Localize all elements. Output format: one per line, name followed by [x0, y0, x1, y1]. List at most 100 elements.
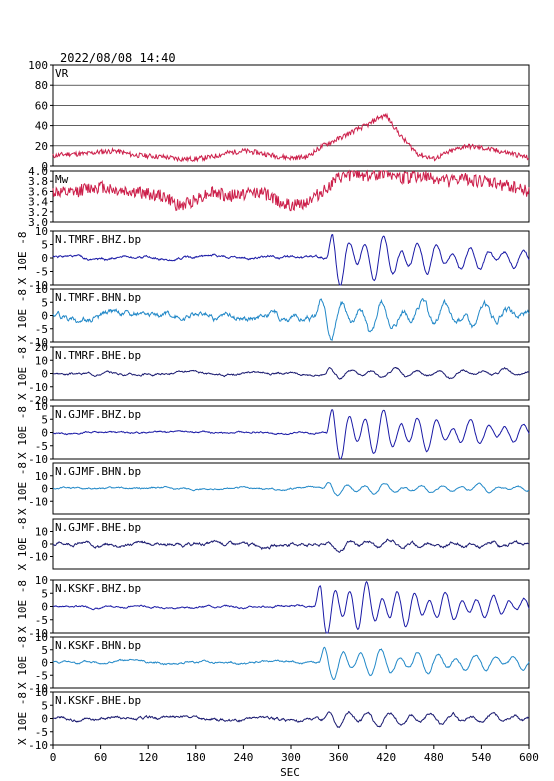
y-tick-label: -10 — [28, 381, 48, 394]
series-line — [52, 112, 530, 163]
x-axis-label: SEC — [280, 766, 300, 779]
y-tick-label: 3.0 — [28, 216, 48, 229]
series-line — [52, 710, 530, 729]
y-tick-label: 40 — [35, 120, 48, 133]
y-axis-label: X 10E -8 — [16, 692, 29, 745]
y-tick-label: 10 — [35, 526, 48, 539]
y-tick-label: 10 — [35, 574, 48, 587]
panels: 020406080100VR3.03.23.43.63.84.0Mw-10-50… — [16, 59, 530, 752]
y-tick-label: 10 — [35, 686, 48, 699]
y-axis-label: X 10E -8 — [16, 518, 29, 571]
x-tick-label: 360 — [329, 751, 349, 764]
panel-label: N.KSKF.BHZ.bp — [55, 582, 141, 595]
y-tick-label: -10 — [28, 336, 48, 349]
y-tick-label: -10 — [28, 551, 48, 564]
series-line — [52, 169, 530, 212]
y-tick-label: 3.8 — [28, 175, 48, 188]
series-line — [52, 234, 530, 286]
panel-label: N.GJMF.BHZ.bp — [55, 408, 141, 421]
y-tick-label: 4.0 — [28, 165, 48, 178]
series-line — [52, 481, 529, 497]
y-tick-label: 0 — [41, 601, 48, 614]
panel-label: N.GJMF.BHN.bp — [55, 465, 141, 478]
panel-vr: 0 20 40 60 80 100 VR — [28, 59, 530, 173]
y-tick-label: 20 — [35, 341, 48, 354]
y-tick-label: -5 — [35, 323, 48, 336]
y-tick-label: 10 — [35, 470, 48, 483]
y-tick-label: 10 — [35, 283, 48, 296]
x-tick-label: 300 — [281, 751, 301, 764]
y-axis-label: X 10E -8 — [16, 580, 29, 633]
y-tick-label: -5 — [35, 614, 48, 627]
panel-label: VR — [55, 67, 69, 80]
y-tick-label: 10 — [35, 400, 48, 413]
y-tick-label: 60 — [35, 99, 48, 112]
panel-label: Mw — [55, 173, 69, 186]
y-tick-label: 5 — [41, 699, 48, 712]
y-tick-label: -5 — [35, 669, 48, 682]
y-axis-label: X 10E -8 — [16, 347, 29, 400]
y-tick-label: 0 — [41, 538, 48, 551]
y-tick-label: 100 — [28, 59, 48, 72]
y-tick-label: 10 — [35, 354, 48, 367]
y-axis-label: X 10E -8 — [16, 406, 29, 459]
y-tick-label: 0 — [41, 427, 48, 440]
y-tick-label: 0 — [41, 713, 48, 726]
series-line — [52, 366, 530, 380]
panel-label: N.TMRF.BHE.bp — [55, 349, 141, 362]
x-tick-label: 180 — [186, 751, 206, 764]
y-tick-label: -10 — [28, 453, 48, 466]
x-tick-label: 120 — [138, 751, 158, 764]
panel-label: N.TMRF.BHZ.bp — [55, 233, 141, 246]
y-tick-label: 3.6 — [28, 185, 48, 198]
y-tick-label: 10 — [35, 225, 48, 238]
y-tick-label: 0 — [41, 252, 48, 265]
x-tick-label: 480 — [424, 751, 444, 764]
y-axis-label: X 10E -8 — [16, 232, 29, 285]
panel-label: N.KSKF.BHN.bp — [55, 639, 141, 652]
y-tick-label: 10 — [35, 631, 48, 644]
y-tick-label: 0 — [41, 368, 48, 381]
y-tick-label: 0 — [41, 310, 48, 323]
y-axis-label: X 10E -8 — [16, 636, 29, 689]
x-axis: 0 60 120 180 240 300 360 420 480 540 600 — [50, 745, 539, 764]
y-tick-label: 5 — [41, 413, 48, 426]
panel-label: N.GJMF.BHE.bp — [55, 521, 141, 534]
y-tick-label: 0 — [41, 657, 48, 670]
y-tick-label: 3.4 — [28, 196, 48, 209]
y-tick-label: -10 — [28, 627, 48, 640]
x-tick-label: 0 — [50, 751, 57, 764]
panel-frame — [52, 64, 530, 167]
x-tick-label: 600 — [519, 751, 539, 764]
y-tick-label: 20 — [35, 140, 48, 153]
x-tick-label: 420 — [376, 751, 396, 764]
y-tick-label: -10 — [28, 279, 48, 292]
series-line — [52, 408, 530, 460]
series-line — [52, 580, 530, 634]
y-tick-label: 5 — [41, 644, 48, 657]
y-tick-label: -20 — [28, 394, 48, 407]
y-tick-label: 5 — [41, 296, 48, 309]
panel-mw: 3.03.23.43.63.84.0 Mw — [28, 165, 530, 229]
y-axis-label: X 10E -8 — [16, 462, 29, 515]
y-tick-label: 3.2 — [28, 206, 48, 219]
y-tick-label: 5 — [41, 587, 48, 600]
x-tick-label: 540 — [471, 751, 491, 764]
y-tick-label: 0 — [41, 160, 48, 173]
y-tick-label: -5 — [35, 726, 48, 739]
series-line — [52, 538, 530, 554]
y-axis-label: X 10E -8 — [16, 289, 29, 342]
y-tick-label: 80 — [35, 79, 48, 92]
y-tick-label: -10 — [28, 682, 48, 695]
y-tick-label: -5 — [35, 440, 48, 453]
series-line — [52, 646, 530, 681]
